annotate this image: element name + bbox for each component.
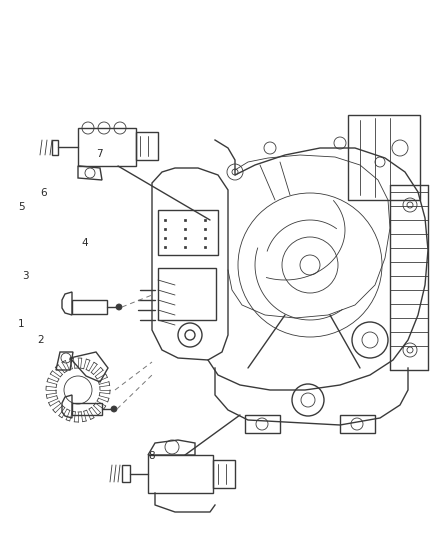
Bar xyxy=(72,403,102,415)
Bar xyxy=(136,132,158,160)
Bar xyxy=(78,128,136,166)
Bar xyxy=(340,415,375,433)
Bar xyxy=(158,268,216,320)
Text: 7: 7 xyxy=(96,149,103,158)
Text: 5: 5 xyxy=(18,202,25,212)
Text: 6: 6 xyxy=(40,188,47,198)
Bar xyxy=(245,415,280,433)
Circle shape xyxy=(111,406,117,412)
Bar xyxy=(72,300,107,314)
Text: 4: 4 xyxy=(81,238,88,247)
Bar xyxy=(348,115,420,200)
Bar xyxy=(158,210,218,255)
Circle shape xyxy=(116,304,122,310)
Text: 8: 8 xyxy=(148,451,155,461)
Text: 2: 2 xyxy=(37,335,44,345)
Text: 3: 3 xyxy=(22,271,29,281)
Bar xyxy=(148,455,213,493)
Bar xyxy=(213,460,235,488)
Text: 1: 1 xyxy=(18,319,25,329)
